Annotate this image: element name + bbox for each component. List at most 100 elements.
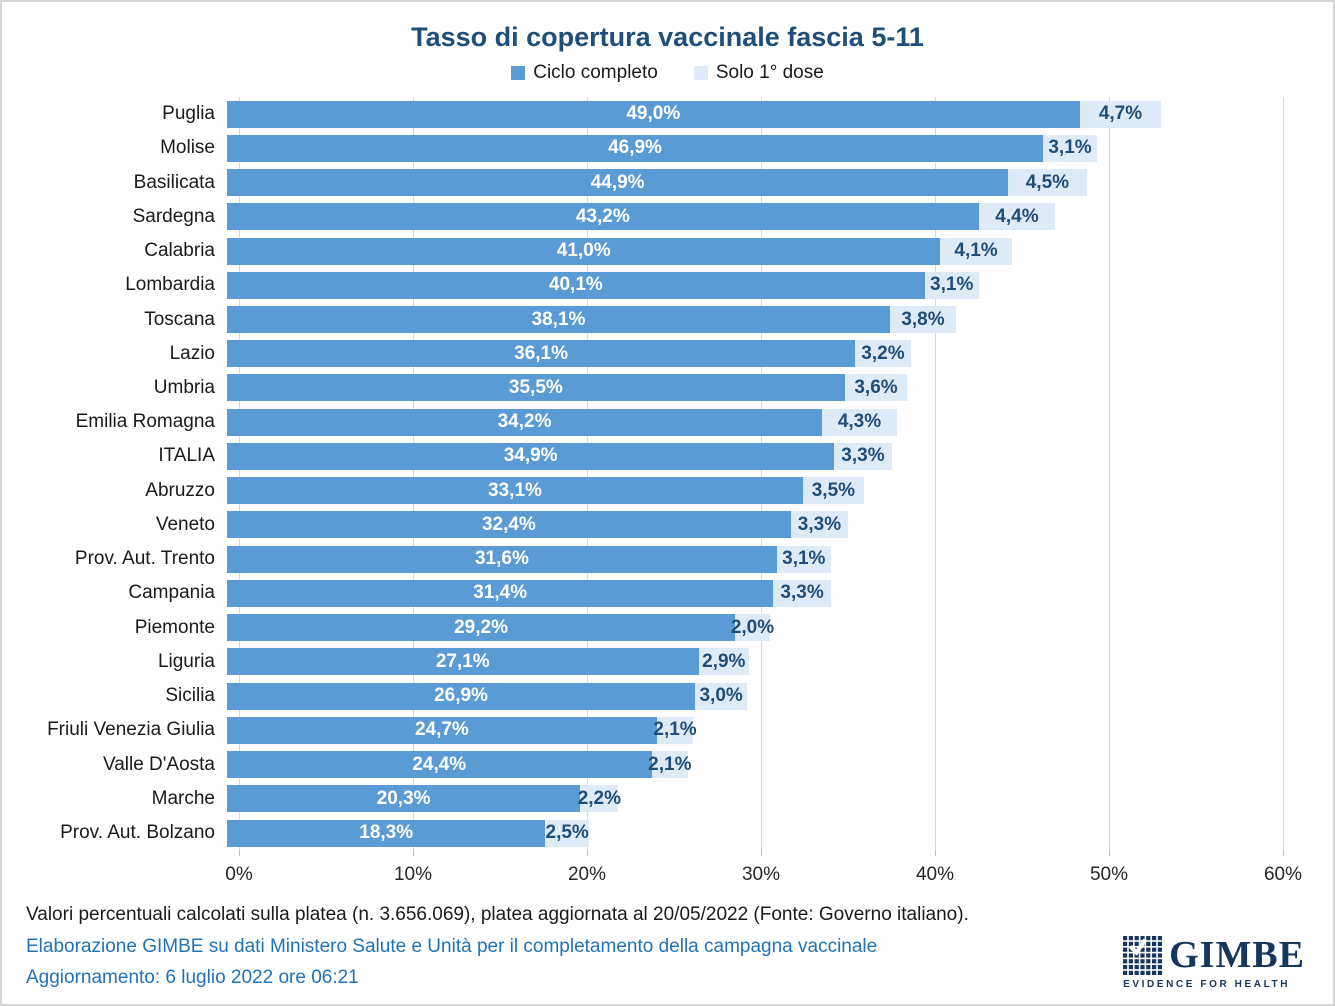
x-axis-tick-label: 50% [1089, 864, 1129, 885]
first-dose-value-label: 2,2% [577, 787, 622, 809]
first-dose-value-label: 4,1% [954, 240, 998, 262]
axis-tickmark [1109, 850, 1110, 856]
bar-ciclo-completo: 32,4% [227, 511, 791, 539]
gridline [413, 97, 414, 850]
first-dose-value-label: 3,3% [841, 445, 885, 467]
first-dose-value-label: 3,3% [797, 513, 842, 535]
first-dose-value-label: 4,7% [1098, 103, 1143, 125]
axis-tickmark [413, 850, 414, 856]
bar-row: Prov. Aut. Bolzano 18,3% 2,5% [2, 816, 1333, 850]
category-label: Lombardia [125, 274, 215, 296]
bar-row: Umbria 35,5% 3,6% [2, 371, 1333, 405]
gridline [1283, 97, 1284, 850]
bar-value-label: 46,9% [608, 137, 662, 159]
x-axis: 0% 10% 20% 30% 40% 50% 60% [225, 864, 1302, 890]
bar-solo-prima-dose: 3,2% [855, 340, 911, 368]
bar-solo-prima-dose: 4,1% [940, 237, 1012, 265]
category-label: Basilicata [133, 171, 215, 193]
gimbe-logo-tagline: EVIDENCE FOR HEALTH [1123, 979, 1291, 990]
bar-value-label: 38,1% [531, 308, 586, 330]
bar-ciclo-completo: 35,5% [227, 374, 845, 402]
bar-solo-prima-dose: 4,5% [1008, 169, 1087, 197]
category-label: Campania [128, 582, 215, 604]
bar-ciclo-completo: 44,9% [227, 169, 1009, 197]
plot-gridlines [239, 97, 1284, 856]
first-dose-value-label: 2,0% [730, 616, 775, 638]
category-label: Calabria [144, 240, 215, 262]
bar-solo-prima-dose: 2,0% [731, 614, 774, 642]
category-label: Marche [151, 787, 215, 809]
bar-track: 36,1% 3,2% [227, 340, 1271, 368]
bar-value-label: 33,1% [488, 479, 542, 501]
update-timestamp: Aggiornamento: 6 luglio 2022 ore 06:21 [26, 967, 359, 988]
bar-value-label: 43,2% [575, 205, 630, 227]
bar-value-label: 34,9% [503, 445, 558, 467]
category-label: ITALIA [158, 445, 215, 467]
bar-row: Valle D'Aosta 24,4% 2,1% [2, 747, 1333, 781]
bar-solo-prima-dose: 3,8% [889, 306, 957, 334]
bar-value-label: 40,1% [548, 274, 603, 296]
first-dose-value-label: 4,5% [1025, 171, 1070, 193]
first-dose-value-label: 3,6% [854, 376, 898, 398]
bar-row: ITALIA 34,9% 3,3% [2, 439, 1333, 473]
legend: Ciclo completo Solo 1° dose [2, 62, 1333, 84]
bar-value-label: 31,4% [473, 582, 528, 604]
axis-tickmark [587, 850, 588, 856]
legend-item-solo-1-dose: Solo 1° dose [693, 62, 824, 84]
bar-value-label: 31,6% [474, 548, 529, 570]
legend-item-ciclo-completo: Ciclo completo [511, 62, 658, 84]
gridline [935, 97, 936, 850]
bar-chart: Puglia 49,0% 4,7% Molise 46,9% 3,1% Basilicata… [2, 97, 1333, 856]
bar-track: 40,1% 3,1% [227, 271, 1271, 299]
bar-ciclo-completo: 26,9% [227, 682, 696, 710]
first-dose-value-label: 3,1% [1048, 137, 1092, 159]
axis-tickmark [935, 850, 936, 856]
bar-solo-prima-dose: 3,5% [802, 477, 864, 505]
bar-ciclo-completo: 49,0% [227, 100, 1080, 128]
gimbe-logo-wordmark: GIMBE [1169, 934, 1305, 977]
first-dose-value-label: 2,5% [545, 822, 589, 844]
legend-label-solo-1-dose: Solo 1° dose [715, 62, 824, 83]
bar-track: 29,2% 2,0% [227, 614, 1271, 642]
axis-tickmark [1283, 850, 1284, 856]
bar-value-label: 26,9% [434, 685, 488, 707]
bar-row: Lazio 36,1% 3,2% [2, 337, 1333, 371]
category-label: Toscana [144, 308, 215, 330]
category-label: Liguria [157, 650, 215, 672]
bar-solo-prima-dose: 4,4% [978, 203, 1056, 231]
category-label: Lazio [169, 342, 215, 364]
bar-ciclo-completo: 31,6% [227, 545, 777, 573]
bar-track: 18,3% 2,5% [227, 819, 1271, 847]
bar-solo-prima-dose: 3,1% [924, 271, 979, 299]
category-label: Molise [160, 137, 215, 159]
gridline [1109, 97, 1110, 850]
first-dose-value-label: 3,0% [699, 685, 743, 707]
bar-row: Sicilia 26,9% 3,0% [2, 679, 1333, 713]
bar-solo-prima-dose: 3,1% [776, 545, 831, 573]
bar-ciclo-completo: 31,4% [227, 579, 774, 607]
bar-row: Sardegna 43,2% 4,4% [2, 200, 1333, 234]
bar-ciclo-completo: 38,1% [227, 306, 890, 334]
bar-track: 24,7% 2,1% [227, 716, 1271, 744]
bar-value-label: 24,4% [412, 753, 467, 775]
bar-row: Emilia Romagna 34,2% 4,3% [2, 405, 1333, 439]
bar-ciclo-completo: 29,2% [227, 614, 736, 642]
bar-solo-prima-dose: 3,3% [773, 579, 831, 607]
bar-solo-prima-dose: 3,1% [1043, 134, 1097, 162]
bar-solo-prima-dose: 2,1% [653, 716, 697, 744]
x-axis-tick-label: 20% [567, 864, 607, 885]
bar-ciclo-completo: 24,4% [227, 751, 652, 779]
bar-track: 35,5% 3,6% [227, 374, 1271, 402]
x-axis-tick-label: 0% [225, 864, 253, 885]
gridline [761, 97, 762, 850]
bar-track: 32,4% 3,3% [227, 511, 1271, 539]
chart-title: Tasso di copertura vaccinale fascia 5-11 [411, 22, 924, 52]
axis-tickmark [761, 850, 762, 856]
bar-track: 33,1% 3,5% [227, 477, 1271, 505]
category-label: Emilia Romagna [75, 411, 215, 433]
category-label: Prov. Aut. Trento [74, 548, 215, 570]
bar-value-label: 29,2% [454, 616, 508, 638]
bar-ciclo-completo: 40,1% [227, 271, 925, 299]
bar-row: Basilicata 44,9% 4,5% [2, 165, 1333, 199]
